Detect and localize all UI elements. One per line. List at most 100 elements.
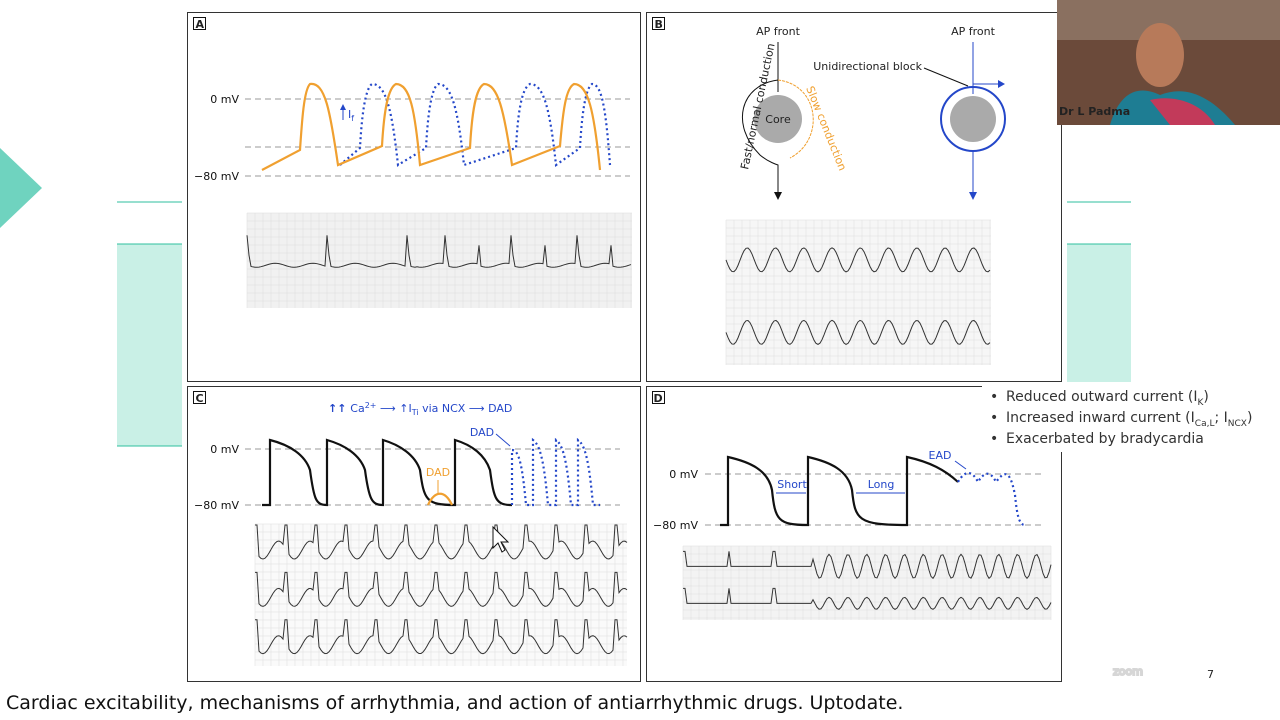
bullet: Exacerbated by bradycardia xyxy=(1006,431,1204,447)
shape xyxy=(340,104,346,110)
page-number: 7 xyxy=(1207,668,1214,681)
mv-label: −80 mV xyxy=(653,519,698,532)
current-sub: f xyxy=(351,114,354,123)
short-label: Short xyxy=(777,478,807,491)
shape xyxy=(741,79,779,198)
iti: I xyxy=(408,402,411,415)
ecg-trace xyxy=(255,571,628,607)
zoom-watermark: zoom xyxy=(1113,665,1143,678)
caption: Cardiac excitability, mechanisms of arrh… xyxy=(6,692,903,714)
ca-sup: 2+ xyxy=(365,401,377,410)
bullet-main: Reduced outward current (I xyxy=(1006,389,1197,405)
mouse-cursor xyxy=(492,525,510,553)
ecg-trace xyxy=(683,550,1052,580)
shape xyxy=(427,492,453,506)
shape xyxy=(510,437,600,507)
panel-a: 0 mV −80 mV If xyxy=(194,82,632,308)
shape xyxy=(998,80,1005,88)
block-label: Unidirectional block xyxy=(813,60,922,73)
shape xyxy=(247,213,632,308)
text: • xyxy=(990,410,998,426)
panel-frames xyxy=(187,12,1062,682)
bullet-end: ) xyxy=(1203,389,1208,405)
shape xyxy=(950,96,996,142)
panel-letters: A B C D xyxy=(193,17,665,405)
shape xyxy=(1150,98,1215,125)
shape xyxy=(0,148,42,228)
bullet: Reduced outward current (IK) xyxy=(1006,389,1209,408)
shape xyxy=(652,17,665,30)
shape xyxy=(193,391,206,404)
panel-letter: B xyxy=(655,18,663,31)
shape xyxy=(117,244,182,446)
current-label: If xyxy=(348,108,354,123)
shape xyxy=(1136,23,1184,87)
ecg-trace xyxy=(255,524,628,560)
text: • xyxy=(990,389,998,405)
participant-name: Dr L Padma xyxy=(1059,105,1130,118)
ecg-trace xyxy=(683,587,1052,610)
panel-d: 0 mV −80 mV Short Long EAD xyxy=(653,449,1052,620)
dad-label: DAD xyxy=(426,466,450,479)
shape xyxy=(923,67,969,87)
ecg-trace xyxy=(725,319,991,345)
shape xyxy=(1067,244,1131,382)
bullet-end: ) xyxy=(1247,410,1252,426)
current-main: I xyxy=(348,108,351,121)
text: ⟶ xyxy=(465,402,488,415)
mechanism-chain: ↑↑ Ca2+ ⟶ ↑ITi via NCX ⟶ DAD xyxy=(328,401,512,417)
ap-front-label: AP front xyxy=(951,25,996,38)
ca: Ca xyxy=(350,402,364,415)
panel-letter: C xyxy=(196,392,204,405)
bullet-sub: NCX xyxy=(1228,419,1247,429)
mv-label: 0 mV xyxy=(669,468,698,481)
iti-rest: via NCX xyxy=(419,402,466,415)
ecg-trace xyxy=(246,235,632,268)
mv-label: 0 mV xyxy=(210,93,239,106)
shape xyxy=(262,438,513,507)
panel-c: ↑↑ Ca2+ ⟶ ↑ITi via NCX ⟶ DAD 0 mV −80 mV… xyxy=(194,401,628,666)
bullet: Increased inward current (ICa,L; INCX) xyxy=(1006,410,1252,429)
ead-label: EAD xyxy=(929,449,952,462)
ecg-trace xyxy=(725,247,991,273)
ap-front-label: AP front xyxy=(756,25,801,38)
shape xyxy=(495,433,511,447)
shape xyxy=(720,455,959,527)
bullet-mid: ; I xyxy=(1214,410,1227,426)
text: ↑↑ xyxy=(328,402,350,415)
text: • xyxy=(990,431,998,447)
shape xyxy=(754,95,802,143)
shape xyxy=(774,192,782,200)
bullet-sub: K xyxy=(1197,398,1204,408)
long-label: Long xyxy=(868,478,895,491)
shape xyxy=(982,384,1280,452)
panel-letter: A xyxy=(196,18,205,31)
bullet-sub: Ca,L xyxy=(1195,419,1215,429)
shape xyxy=(187,12,641,382)
ecg-trace xyxy=(255,619,628,655)
shape xyxy=(255,524,627,666)
video-tile: Dr L Padma xyxy=(1057,0,1280,125)
shape xyxy=(261,82,602,171)
bullet-list: • Reduced outward current (IK) • Increased… xyxy=(982,384,1280,452)
core-label: Core xyxy=(765,113,791,126)
mv-label: −80 mV xyxy=(194,170,239,183)
shape xyxy=(339,82,612,167)
shape xyxy=(777,79,814,159)
shape xyxy=(969,192,977,200)
dad-label: DAD xyxy=(470,426,494,439)
shape xyxy=(954,460,967,470)
iti-sub: Ti xyxy=(411,408,419,417)
text: ⟶ ↑ xyxy=(376,402,408,415)
panel-letter: D xyxy=(654,392,663,405)
decor xyxy=(0,148,1131,447)
dad: DAD xyxy=(488,402,512,415)
mv-label: 0 mV xyxy=(210,443,239,456)
mv-label: −80 mV xyxy=(194,499,239,512)
bullet-main: Increased inward current (I xyxy=(1006,410,1195,426)
shape xyxy=(193,17,206,30)
shape xyxy=(652,391,665,404)
